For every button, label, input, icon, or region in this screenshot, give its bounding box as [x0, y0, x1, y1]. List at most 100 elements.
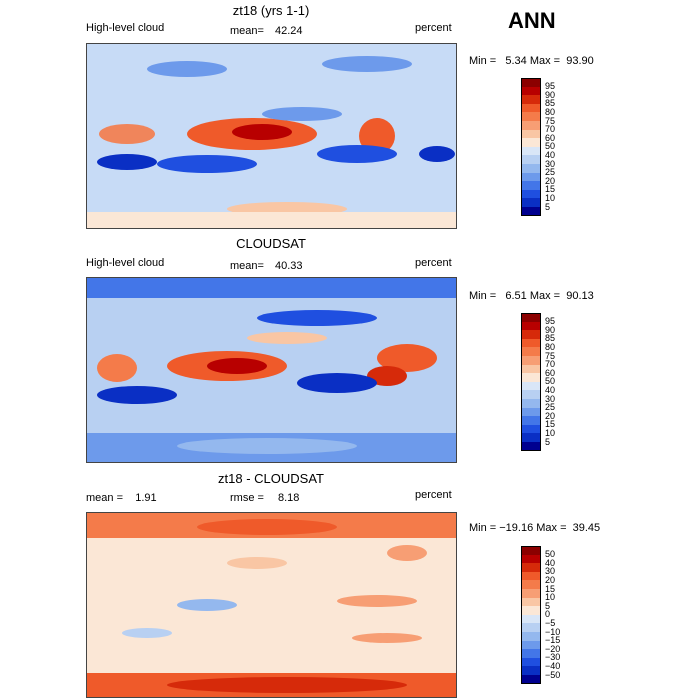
panel-2-map-svg [87, 278, 456, 462]
panel-3-map [86, 512, 457, 698]
legend-tick-label: −10 [545, 626, 561, 637]
legend-swatch [521, 563, 541, 573]
legend-tick-label: 70 [545, 359, 556, 370]
legend-swatch [521, 338, 541, 348]
legend-swatch [521, 589, 541, 599]
legend-swatch [521, 95, 541, 105]
legend-swatch [521, 597, 541, 607]
legend-tick-label: 95 [545, 81, 556, 92]
panel-1-map [86, 43, 457, 229]
panel-3-map-svg [87, 513, 456, 697]
panel-2-mean-value: 40.33 [275, 260, 303, 272]
legend-swatch [521, 189, 541, 199]
legend-tick-label: 90 [545, 324, 556, 335]
legend-tick-label: −5 [545, 617, 556, 628]
legend-tick-label: 30 [545, 158, 556, 169]
panel-1-variable-label: High-level cloud [86, 22, 165, 34]
legend-tick-label: 85 [545, 333, 556, 344]
panel-3-rmse-value: 8.18 [278, 492, 300, 504]
legend-swatch [521, 347, 541, 357]
panel-2-map [86, 277, 457, 463]
legend-swatch [521, 138, 541, 148]
panel-2-mean-label: mean= [230, 260, 264, 272]
panel-3-title: zt18 - CLOUDSAT [218, 471, 324, 486]
panel-3-unit: percent [415, 489, 452, 501]
legend-tick-label: −15 [545, 635, 561, 646]
legend-swatch [521, 313, 541, 323]
legend-swatch [521, 155, 541, 165]
legend-swatch [521, 390, 541, 400]
legend-tick-label: 10 [545, 427, 556, 438]
legend-swatch [521, 198, 541, 208]
legend-tick-label: 60 [545, 132, 556, 143]
legend-swatch [521, 181, 541, 191]
legend-tick-label: 80 [545, 106, 556, 117]
legend-swatch [521, 606, 541, 616]
legend-swatch [521, 433, 541, 443]
panel-1-minmax: Min = 5.34 Max = 93.90 [469, 55, 594, 67]
legend-swatch [521, 666, 541, 676]
legend-swatch [521, 129, 541, 139]
panel-3-rmse-label: rmse = [230, 492, 264, 504]
legend-swatch [521, 571, 541, 581]
legend-swatch [521, 321, 541, 331]
legend-tick-label: 20 [545, 175, 556, 186]
legend-tick-label: −30 [545, 652, 561, 663]
legend-swatch [521, 546, 541, 556]
legend-swatch [521, 78, 541, 88]
legend-tick-label: 20 [545, 410, 556, 421]
legend-swatch [521, 649, 541, 659]
legend-swatch [521, 554, 541, 564]
legend-tick-label: 5 [545, 436, 551, 447]
legend-swatch [521, 416, 541, 426]
legend-swatch [521, 580, 541, 590]
legend-swatch [521, 640, 541, 650]
legend-swatch [521, 121, 541, 131]
legend-swatch [521, 381, 541, 391]
legend-swatch [521, 364, 541, 374]
legend-tick-label: −50 [545, 669, 561, 680]
legend-swatch [521, 86, 541, 96]
legend-tick-label: 5 [545, 201, 551, 212]
legend-tick-label: −20 [545, 643, 561, 654]
legend-tick-label: 50 [545, 549, 556, 560]
legend-swatch [521, 623, 541, 633]
panel-2-minmax: Min = 6.51 Max = 90.13 [469, 290, 594, 302]
legend-swatch [521, 675, 541, 685]
panel-1-map-svg [87, 44, 456, 228]
panel-2-title: CLOUDSAT [236, 236, 306, 251]
legend-tick-label: 10 [545, 192, 556, 203]
panel-2-unit: percent [415, 257, 452, 269]
legend-tick-label: 85 [545, 98, 556, 109]
legend-tick-label: −40 [545, 660, 561, 671]
legend-tick-label: 40 [545, 557, 556, 568]
legend-tick-label: 20 [545, 574, 556, 585]
legend-swatch [521, 632, 541, 642]
legend-tick-label: 75 [545, 350, 556, 361]
legend-tick-label: 60 [545, 367, 556, 378]
season-label: ANN [508, 8, 556, 33]
legend-swatch [521, 407, 541, 417]
legend-tick-label: 0 [545, 609, 551, 620]
legend-tick-label: 25 [545, 402, 556, 413]
legend-swatch [521, 146, 541, 156]
legend-swatch [521, 207, 541, 217]
legend-swatch [521, 172, 541, 182]
panel-3-mean-text: mean = 1.91 [86, 492, 157, 504]
legend-tick-label: 5 [545, 600, 551, 611]
legend-swatch [521, 164, 541, 174]
legend-tick-label: 50 [545, 141, 556, 152]
legend-swatch [521, 112, 541, 122]
legend-tick-label: 90 [545, 89, 556, 100]
panel-1-unit: percent [415, 22, 452, 34]
legend-tick-label: 40 [545, 384, 556, 395]
legend-tick-label: 15 [545, 583, 556, 594]
panel-2-variable-label: High-level cloud [86, 257, 165, 269]
legend-swatch [521, 442, 541, 452]
legend-swatch [521, 356, 541, 366]
legend-tick-label: 70 [545, 124, 556, 135]
legend-tick-label: 15 [545, 419, 556, 430]
panel-1-mean-label: mean= [230, 25, 264, 37]
panel-1-title: zt18 (yrs 1-1) [232, 3, 310, 18]
panel-1-mean-value: 42.24 [275, 25, 303, 37]
